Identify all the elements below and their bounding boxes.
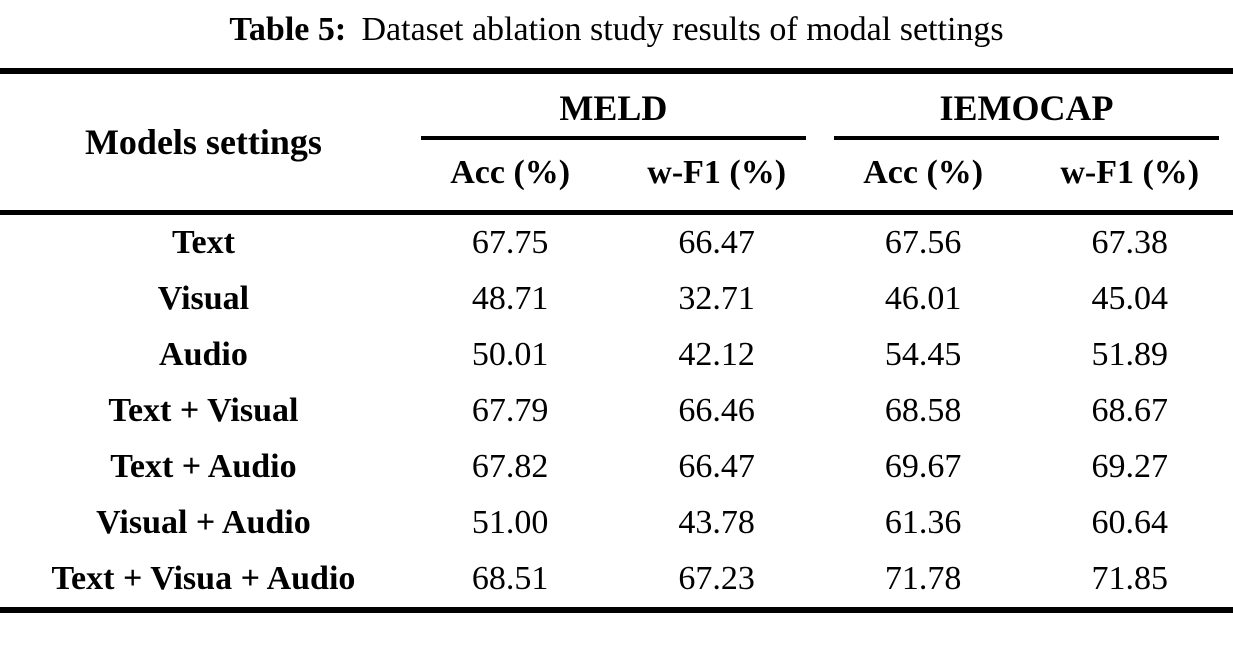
cell-value: 32.71 <box>678 280 755 318</box>
table-caption-label: Table 5: <box>229 11 347 48</box>
subheader-iemocap-wf1: w-F1 (%) <box>1026 140 1233 216</box>
cell-value: 69.27 <box>1091 448 1168 486</box>
cell-value: 71.85 <box>1091 560 1168 598</box>
cell-value: 67.75 <box>471 224 549 262</box>
table-row: Visual + Audio 51.00 43.78 61.36 60.64 <box>0 495 1233 551</box>
cell-value: 66.46 <box>678 392 755 430</box>
cell-value: 50.01 <box>471 336 549 374</box>
cell-value: 66.47 <box>678 448 755 486</box>
row-label: Text + Visua + Audio <box>51 560 356 598</box>
subheader-meld-wf1: w-F1 (%) <box>613 140 820 216</box>
cell-value: 54.45 <box>884 336 962 374</box>
col-header-models-settings: Models settings <box>0 70 407 216</box>
table-row: Text + Visua + Audio 68.51 67.23 71.78 7… <box>0 551 1233 610</box>
cell-value: 69.67 <box>884 448 962 486</box>
row-label: Text + Audio <box>110 448 297 486</box>
cell-value: 67.23 <box>678 560 755 598</box>
cell-value: 42.12 <box>678 336 755 374</box>
cell-value: 68.51 <box>471 560 549 598</box>
table-row: Audio 50.01 42.12 54.45 51.89 <box>0 327 1233 383</box>
cell-value: 68.58 <box>884 392 962 430</box>
table-row: Text + Visual 67.79 66.46 68.58 68.67 <box>0 383 1233 439</box>
cell-value: 67.82 <box>471 448 549 486</box>
group-header-iemocap-label: IEMOCAP <box>833 88 1219 141</box>
cell-value: 46.01 <box>884 280 962 318</box>
cell-value: 48.71 <box>471 280 549 318</box>
cell-value: 45.04 <box>1091 280 1168 318</box>
row-label: Text + Visual <box>108 392 299 430</box>
subheader-iemocap-acc: Acc (%) <box>819 140 1027 216</box>
row-label: Visual <box>157 280 250 318</box>
cell-value: 67.79 <box>471 392 549 430</box>
cell-value: 71.78 <box>884 560 962 598</box>
group-header-meld-label: MELD <box>420 88 806 141</box>
table-caption: Table 5: Dataset ablation study results o… <box>0 0 1233 51</box>
group-header-iemocap: IEMOCAP <box>820 71 1233 141</box>
cell-value: 60.64 <box>1091 504 1168 542</box>
cell-value: 67.38 <box>1091 224 1168 262</box>
table-row: Text 67.75 66.47 67.56 67.38 <box>0 213 1233 272</box>
sub-header-row: Acc (%) w-F1 (%) Acc (%) w-F1 (%) <box>0 140 1233 216</box>
row-label: Audio <box>159 336 248 374</box>
cell-value: 68.67 <box>1091 392 1168 430</box>
table-caption-text: Dataset ablation study results of modal … <box>361 11 1004 48</box>
cell-value: 51.89 <box>1091 336 1168 374</box>
cell-value: 51.00 <box>471 504 549 542</box>
subheader-meld-acc: Acc (%) <box>406 140 614 216</box>
group-header-row: Models settings MELD IEMOCAP <box>0 70 1233 216</box>
cell-value: 43.78 <box>678 504 755 542</box>
row-label: Text <box>171 224 235 262</box>
row-label: Visual + Audio <box>96 504 311 542</box>
results-table: Models settings MELD IEMOCAP Acc (%) w-F… <box>0 67 1233 614</box>
group-header-meld: MELD <box>407 71 820 141</box>
cell-value: 61.36 <box>884 504 962 542</box>
cell-value: 67.56 <box>884 224 962 262</box>
cell-value: 66.47 <box>678 224 755 262</box>
table-row: Visual 48.71 32.71 46.01 45.04 <box>0 271 1233 327</box>
table-row: Text + Audio 67.82 66.47 69.67 69.27 <box>0 439 1233 495</box>
